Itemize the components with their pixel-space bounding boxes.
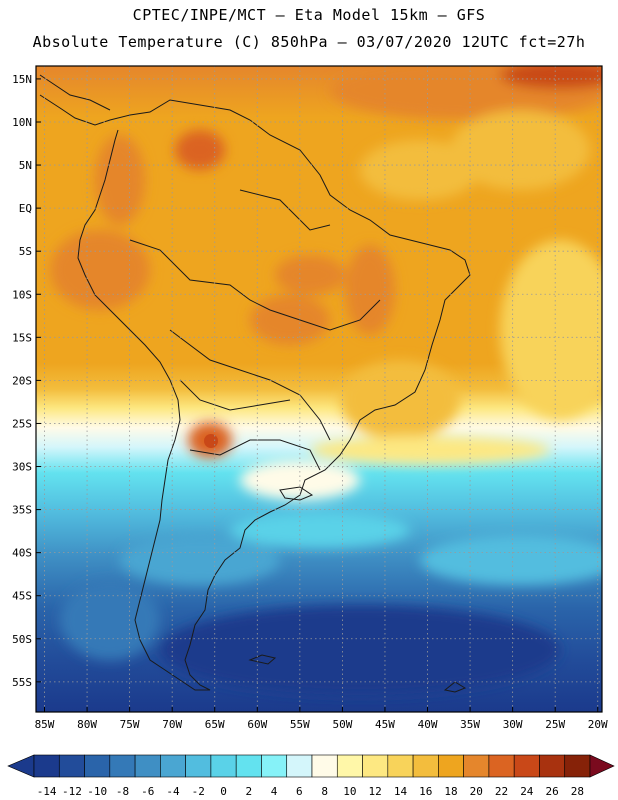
colorbar-swatch: [210, 754, 237, 778]
colorbar-swatch: [564, 754, 591, 778]
colorbar-swatch: [438, 754, 464, 778]
lon-label: 50W: [332, 718, 352, 731]
lon-label: 65W: [205, 718, 225, 731]
lat-label: 15N: [12, 73, 32, 86]
colorbar-label: 2: [246, 785, 253, 798]
colorbar-label: -4: [166, 785, 180, 798]
colorbar-label: 20: [470, 785, 483, 798]
colorbar-swatch: [412, 754, 439, 778]
colorbar-label: 22: [495, 785, 508, 798]
lon-label: 40W: [418, 718, 438, 731]
colorbar-label: -2: [192, 785, 205, 798]
lat-label: 55S: [12, 676, 32, 689]
colorbar-swatch: [235, 754, 262, 778]
chart-title-line-2: Absolute Temperature (C) 850hPa – 03/07/…: [32, 33, 586, 51]
colorbar-label: -10: [87, 785, 107, 798]
colorbar: -14 -12 -10 -8 -6 -4 -2 0 2 4 6 8 10 12 14 16 18 20 22 24 26…: [7, 754, 615, 798]
colorbar-max-arrow: [589, 754, 615, 778]
lat-label: 25S: [12, 417, 32, 430]
lat-label: 35S: [12, 504, 32, 517]
lat-label: 30S: [12, 461, 32, 474]
colorbar-swatch: [362, 754, 389, 778]
colorbar-label: 16: [419, 785, 432, 798]
lat-label: 5N: [19, 159, 32, 172]
colorbar-swatch: [463, 754, 490, 778]
lat-label: 15S: [12, 331, 32, 344]
colorbar-label: -8: [116, 785, 129, 798]
colorbar-swatch: [336, 754, 363, 778]
colorbar-label: 28: [571, 785, 584, 798]
colorbar-label: 18: [444, 785, 457, 798]
lat-label: 20S: [12, 374, 32, 387]
temperature-field: [36, 66, 602, 712]
colorbar-swatch: [286, 754, 313, 778]
colorbar-swatch: [134, 754, 161, 778]
lon-label: 70W: [162, 718, 182, 731]
colorbar-min-arrow: [7, 754, 35, 778]
colorbar-swatch: [261, 754, 288, 778]
lat-label: 10S: [12, 288, 32, 301]
colorbar-swatch: [58, 754, 85, 778]
lat-label: 40S: [12, 547, 32, 560]
lat-label: 5S: [19, 245, 32, 258]
lon-label: 85W: [35, 718, 55, 731]
lon-label: 60W: [247, 718, 267, 731]
colorbar-swatch: [185, 754, 212, 778]
colorbar-label: 10: [343, 785, 356, 798]
colorbar-label: 26: [545, 785, 558, 798]
latitude-labels: 15N 10N 5N EQ 5S 10S 15S 20S 25S 30S 35S 40S 45S 50S 5…: [12, 73, 41, 689]
lon-label: 30W: [503, 718, 523, 731]
map-frame: [35, 65, 603, 713]
colorbar-label: 6: [296, 785, 303, 798]
colorbar-label: 24: [520, 785, 534, 798]
lon-label: 45W: [375, 718, 395, 731]
lat-label: 10N: [12, 116, 32, 129]
chart-title-line-1: CPTEC/INPE/MCT – Eta Model 15km – GFS: [132, 6, 486, 24]
lon-label: 35W: [460, 718, 480, 731]
colorbar-label: -12: [62, 785, 82, 798]
colorbar-label: 4: [271, 785, 278, 798]
lat-label: 45S: [12, 590, 32, 603]
colorbar-label: 0: [220, 785, 227, 798]
lon-label: 80W: [77, 718, 97, 731]
lat-label: EQ: [19, 202, 32, 215]
longitude-labels: 85W 80W 75W 70W 65W 60W 55W 50W 45W 40W 35W 30W 25W 2…: [35, 707, 608, 731]
colorbar-swatch: [33, 754, 60, 778]
lon-label: 55W: [290, 718, 310, 731]
colorbar-swatch: [84, 754, 111, 778]
colorbar-swatch: [539, 754, 566, 778]
colorbar-label: 14: [394, 785, 408, 798]
lon-label: 20W: [588, 718, 608, 731]
colorbar-label: -6: [141, 785, 154, 798]
lat-label: 50S: [12, 633, 32, 646]
lon-label: 25W: [545, 718, 565, 731]
colorbar-label: -14: [37, 785, 57, 798]
colorbar-swatch: [160, 754, 186, 778]
colorbar-swatch: [387, 754, 414, 778]
colorbar-swatch: [488, 754, 515, 778]
colorbar-label: 8: [321, 785, 328, 798]
colorbar-swatch: [311, 754, 338, 778]
colorbar-swatch: [513, 754, 540, 778]
colorbar-label: 12: [369, 785, 382, 798]
colorbar-swatch: [109, 754, 136, 778]
lon-label: 75W: [120, 718, 140, 731]
